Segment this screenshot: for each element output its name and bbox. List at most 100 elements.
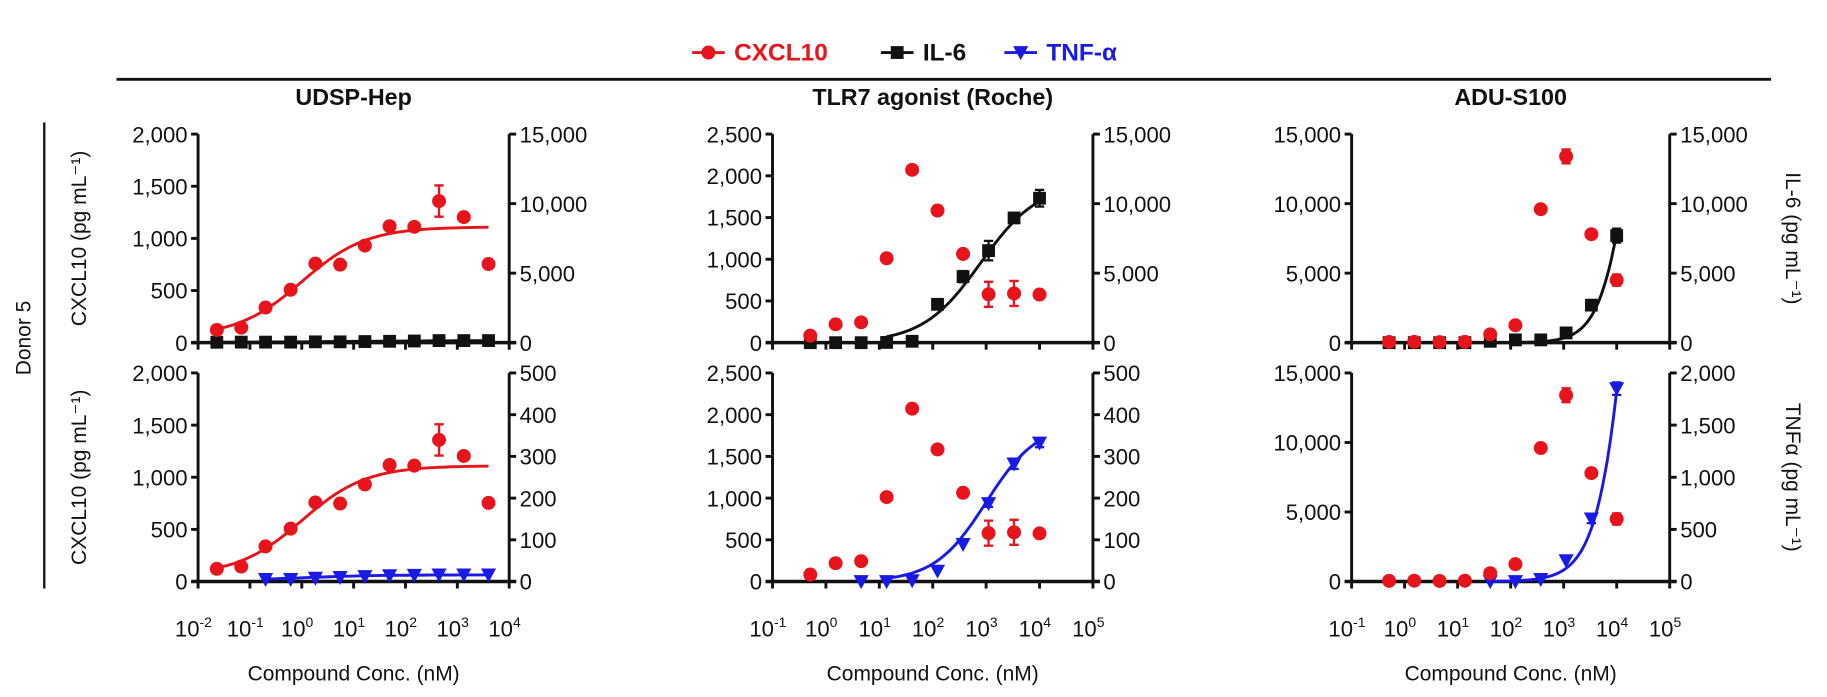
y-tick-label-right: 300 xyxy=(520,445,557,470)
x-tick-exponent: 0 xyxy=(1408,614,1416,630)
legend-marker-circle-icon xyxy=(701,45,716,60)
x-tick-exponent: 2 xyxy=(1514,614,1522,630)
legend-label: CXCL10 xyxy=(734,40,828,67)
data-point xyxy=(382,219,397,234)
y-tick-label-left: 1,000 xyxy=(707,247,762,272)
data-point xyxy=(333,496,348,511)
series-cxcl10 xyxy=(803,401,1047,582)
data-point xyxy=(333,257,348,272)
legend-label: TNF-α xyxy=(1046,40,1117,67)
y-tick-label-right: 100 xyxy=(1103,528,1140,553)
data-point xyxy=(432,334,446,347)
x-tick-exponent: 2 xyxy=(936,614,944,630)
x-tick-label: 10-1 xyxy=(227,614,264,641)
y-tick-label-right: 15,000 xyxy=(1680,122,1748,147)
x-tick-exponent: 1 xyxy=(1461,614,1469,630)
series-cxcl10 xyxy=(803,162,1047,343)
data-point xyxy=(1483,566,1498,581)
series-cxcl10 xyxy=(1382,387,1624,588)
y-tick-label-left: 2,000 xyxy=(707,403,762,428)
data-point xyxy=(829,336,843,350)
data-point xyxy=(234,559,249,574)
data-point xyxy=(407,219,422,234)
data-point xyxy=(308,256,323,271)
series-tnf xyxy=(1482,381,1625,590)
data-point xyxy=(854,336,868,350)
data-point xyxy=(258,539,273,554)
data-point xyxy=(1558,554,1574,569)
data-point xyxy=(480,568,497,583)
data-point xyxy=(1559,149,1574,164)
y-tick-label-left: 1,500 xyxy=(707,206,762,231)
series-cxcl10 xyxy=(209,184,496,337)
data-point xyxy=(307,571,323,586)
x-tick-label: 101 xyxy=(1437,614,1470,641)
y-tick-label-right: 10,000 xyxy=(1103,192,1171,217)
x-tick-exponent: 3 xyxy=(990,614,998,630)
fit-curve xyxy=(1515,233,1619,344)
panel-title: ADU-S100 xyxy=(1454,84,1567,110)
data-point xyxy=(929,564,946,579)
data-point xyxy=(358,335,372,348)
y-tick-label-right: 5,000 xyxy=(1680,261,1735,286)
data-point xyxy=(1584,298,1598,312)
data-point xyxy=(1007,211,1021,225)
x-tick-label: 101 xyxy=(333,614,366,641)
data-point xyxy=(432,194,447,209)
y-tick-label-left: 0 xyxy=(175,570,187,595)
y-tick-label-left: 1,000 xyxy=(132,465,187,490)
data-point xyxy=(283,521,298,536)
data-point xyxy=(1457,573,1472,588)
data-point xyxy=(432,432,447,447)
x-axis-label: Compound Conc. (nM) xyxy=(827,663,1039,686)
y-tick-label-left: 1,500 xyxy=(132,413,187,438)
x-tick-exponent: 3 xyxy=(461,614,469,630)
data-point xyxy=(1032,287,1047,302)
data-point xyxy=(981,287,996,302)
y-tick-label-right: 400 xyxy=(1103,403,1140,428)
y-tick-label-left: 2,500 xyxy=(707,361,762,386)
y-tick-label-left: 15,000 xyxy=(1273,361,1341,386)
y-tick-label-left: 15,000 xyxy=(1273,122,1341,147)
data-point xyxy=(456,210,471,225)
data-point xyxy=(209,322,224,337)
y-tick-label-left: 1,500 xyxy=(132,174,187,199)
y-tick-label-left: 2,000 xyxy=(132,361,187,386)
y-tick-label-left: 2,000 xyxy=(132,122,187,147)
data-point xyxy=(1533,202,1548,217)
data-point xyxy=(828,556,843,571)
x-tick-label: 10-1 xyxy=(749,614,786,641)
x-tick-label: 104 xyxy=(1019,614,1052,641)
y-tick-label-left: 1,000 xyxy=(132,227,187,252)
y-tick-label-left: 10,000 xyxy=(1273,431,1341,456)
y-tick-label-left: 0 xyxy=(175,331,187,356)
y-tick-label-right: 1,000 xyxy=(1680,465,1735,490)
series-il6 xyxy=(1382,227,1624,350)
data-point xyxy=(1432,573,1447,588)
y-tick-label-right: 1,500 xyxy=(1680,413,1735,438)
x-tick-exponent: 5 xyxy=(1097,614,1105,630)
x-tick-label: 103 xyxy=(1543,614,1576,641)
data-point xyxy=(1533,441,1548,456)
fit-curve xyxy=(216,339,489,344)
data-point xyxy=(803,328,818,343)
data-point xyxy=(956,270,970,284)
x-tick-label: 10-1 xyxy=(1328,614,1365,641)
data-point xyxy=(283,282,298,297)
x-tick-exponent: -1 xyxy=(774,614,787,630)
panel-r1-c1: 05001,0001,5002,0002,5000100200300400500… xyxy=(707,361,1141,685)
data-point xyxy=(357,238,372,253)
data-point xyxy=(382,458,397,473)
data-point xyxy=(382,569,398,584)
data-point xyxy=(853,575,869,590)
data-point xyxy=(905,401,920,416)
y-tick-label-right: 0 xyxy=(1103,331,1115,356)
x-tick-label: 100 xyxy=(281,614,314,641)
data-point xyxy=(1533,573,1549,588)
y-tick-label-right: 500 xyxy=(1680,518,1717,543)
x-tick-label: 103 xyxy=(436,614,469,641)
data-point xyxy=(1033,191,1046,205)
y-tick-label-left: 1,500 xyxy=(707,445,762,470)
fit-curve xyxy=(216,464,489,570)
data-point xyxy=(283,573,299,588)
